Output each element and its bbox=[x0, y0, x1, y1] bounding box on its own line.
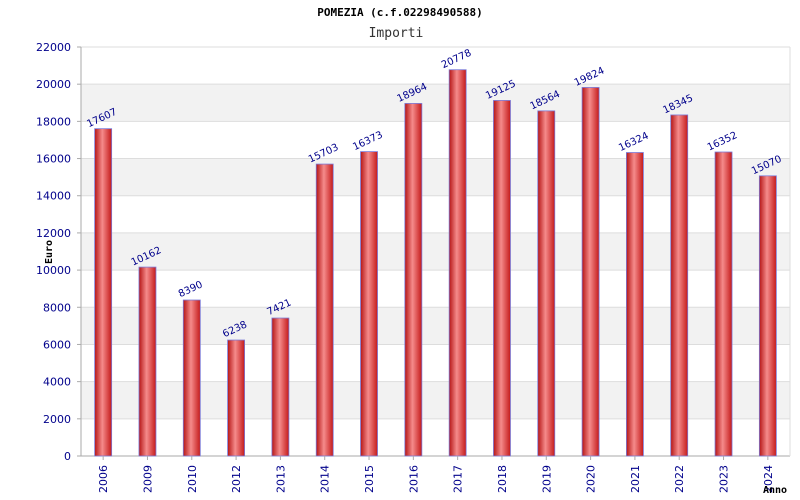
bar bbox=[758, 175, 777, 457]
y-tick-label: 10000 bbox=[36, 264, 71, 277]
x-tick-label: 2016 bbox=[407, 465, 420, 493]
y-tick-label: 0 bbox=[64, 450, 71, 463]
x-tick-label: 2010 bbox=[186, 465, 199, 493]
y-tick-label: 14000 bbox=[36, 190, 71, 203]
bars bbox=[94, 69, 777, 457]
bar bbox=[227, 339, 245, 457]
bar bbox=[138, 266, 157, 457]
chart-subtitle: Importi bbox=[369, 26, 424, 41]
y-tick-label: 6000 bbox=[43, 338, 71, 351]
y-tick-label: 20000 bbox=[36, 78, 71, 91]
bar bbox=[714, 151, 733, 457]
x-tick-label: 2006 bbox=[97, 465, 110, 493]
x-tick-label: 2018 bbox=[496, 465, 509, 493]
bar bbox=[94, 128, 113, 457]
y-tick-label: 8000 bbox=[43, 301, 71, 314]
chart-title: POMEZIA (c.f.02298490588) bbox=[317, 6, 483, 19]
x-tick-label: 2017 bbox=[452, 465, 465, 493]
y-tick-label: 4000 bbox=[43, 376, 71, 389]
bar bbox=[315, 163, 334, 457]
data-label: 8390 bbox=[177, 279, 205, 300]
bar bbox=[537, 110, 556, 457]
bar bbox=[448, 69, 467, 457]
data-label: 20778 bbox=[440, 48, 473, 71]
x-axis-ticks: 2006 2009 2010 2012 2013 2014 2015 2016 2017 2018… bbox=[97, 456, 775, 493]
x-tick-label: 2014 bbox=[319, 465, 332, 493]
bar bbox=[670, 114, 689, 457]
y-axis-label: Euro bbox=[44, 240, 55, 264]
x-tick-label: 2023 bbox=[718, 465, 731, 493]
data-label: 16324 bbox=[617, 131, 650, 154]
bar bbox=[581, 87, 600, 457]
x-tick-label: 2024 bbox=[762, 465, 775, 493]
x-tick-label: 2020 bbox=[585, 465, 598, 493]
y-tick-label: 18000 bbox=[36, 115, 71, 128]
x-tick-label: 2015 bbox=[363, 465, 376, 493]
bar bbox=[626, 152, 644, 457]
x-axis-label: Anno bbox=[763, 485, 787, 496]
data-label: 16352 bbox=[706, 130, 739, 153]
bar bbox=[404, 103, 423, 457]
bar bbox=[493, 100, 511, 457]
x-tick-label: 2013 bbox=[274, 465, 287, 493]
x-tick-label: 2021 bbox=[629, 465, 642, 493]
y-axis-ticks: 0 2000 4000 6000 8000 10000 12000 14000 16000 180… bbox=[36, 41, 71, 463]
x-tick-label: 2009 bbox=[141, 465, 154, 493]
y-tick-label: 22000 bbox=[36, 41, 71, 54]
data-label: 16373 bbox=[351, 130, 384, 153]
x-tick-label: 2022 bbox=[673, 465, 686, 493]
x-tick-label: 2019 bbox=[540, 465, 553, 493]
bar bbox=[271, 317, 290, 457]
x-tick-label: 2012 bbox=[230, 465, 243, 493]
y-tick-label: 16000 bbox=[36, 153, 71, 166]
bar bbox=[182, 299, 201, 457]
y-tick-label: 12000 bbox=[36, 227, 71, 240]
y-tick-label: 2000 bbox=[43, 413, 71, 426]
bar bbox=[360, 151, 378, 457]
